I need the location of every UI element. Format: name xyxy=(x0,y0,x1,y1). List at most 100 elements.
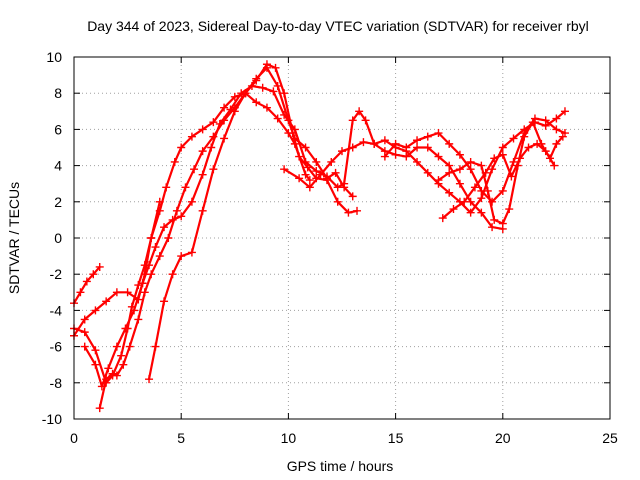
data-point xyxy=(438,214,447,223)
data-point xyxy=(112,342,121,351)
data-point xyxy=(413,157,422,166)
data-point xyxy=(198,206,207,215)
data-point xyxy=(466,208,475,217)
data-point xyxy=(262,103,271,112)
data-point xyxy=(301,143,310,152)
series-line xyxy=(83,84,504,388)
data-point xyxy=(305,176,314,185)
data-point xyxy=(413,143,422,152)
data-point xyxy=(164,234,173,242)
data-point xyxy=(455,165,464,174)
data-point xyxy=(509,157,518,166)
data-point xyxy=(434,129,443,138)
data-point xyxy=(145,375,154,384)
data-point xyxy=(391,150,400,159)
data-point xyxy=(560,107,569,116)
data-point xyxy=(490,215,499,224)
data-point xyxy=(466,165,475,174)
y-axis-label: SDTVAR / TECUs xyxy=(6,182,22,294)
data-point xyxy=(160,297,169,306)
y-tick-label: -8 xyxy=(50,375,63,391)
data-point xyxy=(121,324,130,333)
data-point xyxy=(177,212,186,221)
data-point xyxy=(434,152,443,161)
data-point xyxy=(552,125,561,134)
x-tick-label: 25 xyxy=(602,430,618,446)
series-6 xyxy=(145,60,362,384)
data-point xyxy=(477,161,486,170)
data-point xyxy=(162,183,171,192)
data-point xyxy=(434,176,443,185)
y-tick-label: -4 xyxy=(50,302,63,318)
data-point xyxy=(353,206,362,215)
y-tick-label: 8 xyxy=(54,85,62,101)
data-point xyxy=(168,270,177,279)
data-point xyxy=(445,139,454,148)
data-point xyxy=(520,132,529,141)
data-point xyxy=(91,360,100,369)
data-point xyxy=(102,375,111,384)
data-point xyxy=(348,192,357,201)
data-point xyxy=(413,136,422,145)
series-7 xyxy=(280,107,569,217)
x-tick-label: 15 xyxy=(388,430,404,446)
y-tick-label: -10 xyxy=(42,411,62,427)
data-point xyxy=(280,165,289,174)
data-point xyxy=(151,243,160,252)
series-4 xyxy=(80,81,507,391)
data-point xyxy=(147,234,156,242)
data-point xyxy=(181,183,190,192)
data-point xyxy=(220,116,229,125)
data-point xyxy=(552,139,561,148)
data-point xyxy=(288,129,297,138)
data-point xyxy=(89,270,98,279)
data-point xyxy=(391,139,400,148)
data-point xyxy=(119,360,128,369)
data-point xyxy=(258,83,267,92)
axis-ticks: 0 5 10 15 20 25 -10 -8 -6 -4 -2 0 2 4 6 8 10 xyxy=(42,49,618,446)
data-point xyxy=(312,157,321,166)
data-point xyxy=(295,174,304,183)
y-tick-label: -2 xyxy=(50,266,63,282)
series-10 xyxy=(438,139,559,223)
series-5 xyxy=(95,63,357,413)
data-point xyxy=(498,219,507,228)
data-point xyxy=(80,328,89,337)
data-point xyxy=(209,118,218,127)
data-point xyxy=(241,89,250,98)
data-point xyxy=(423,132,432,141)
grid xyxy=(74,57,610,419)
data-point xyxy=(160,223,169,232)
data-point xyxy=(445,168,454,177)
data-point xyxy=(550,161,559,170)
data-point xyxy=(359,138,368,147)
data-point xyxy=(172,206,181,215)
data-point xyxy=(91,306,100,315)
data-point xyxy=(507,172,516,181)
data-point xyxy=(312,167,321,176)
data-point xyxy=(331,168,340,177)
data-point xyxy=(552,114,561,123)
data-point xyxy=(338,147,346,156)
data-point xyxy=(187,248,196,257)
x-tick-label: 20 xyxy=(495,430,511,446)
data-point xyxy=(252,98,261,107)
data-point xyxy=(147,270,156,279)
data-point xyxy=(528,118,537,127)
y-tick-label: 2 xyxy=(54,194,62,210)
data-point xyxy=(269,87,278,96)
data-point xyxy=(344,208,353,217)
x-axis-label: GPS time / hours xyxy=(287,458,394,474)
data-point xyxy=(207,143,216,152)
data-point xyxy=(76,288,85,297)
series-line xyxy=(437,121,564,225)
data-point xyxy=(348,143,357,152)
data-point xyxy=(340,183,349,192)
y-tick-label: 6 xyxy=(54,121,62,137)
data-point xyxy=(470,183,479,192)
y-tick-label: -6 xyxy=(50,339,63,355)
x-tick-label: 0 xyxy=(70,430,78,446)
data-point xyxy=(134,315,143,324)
data-point xyxy=(230,92,239,101)
